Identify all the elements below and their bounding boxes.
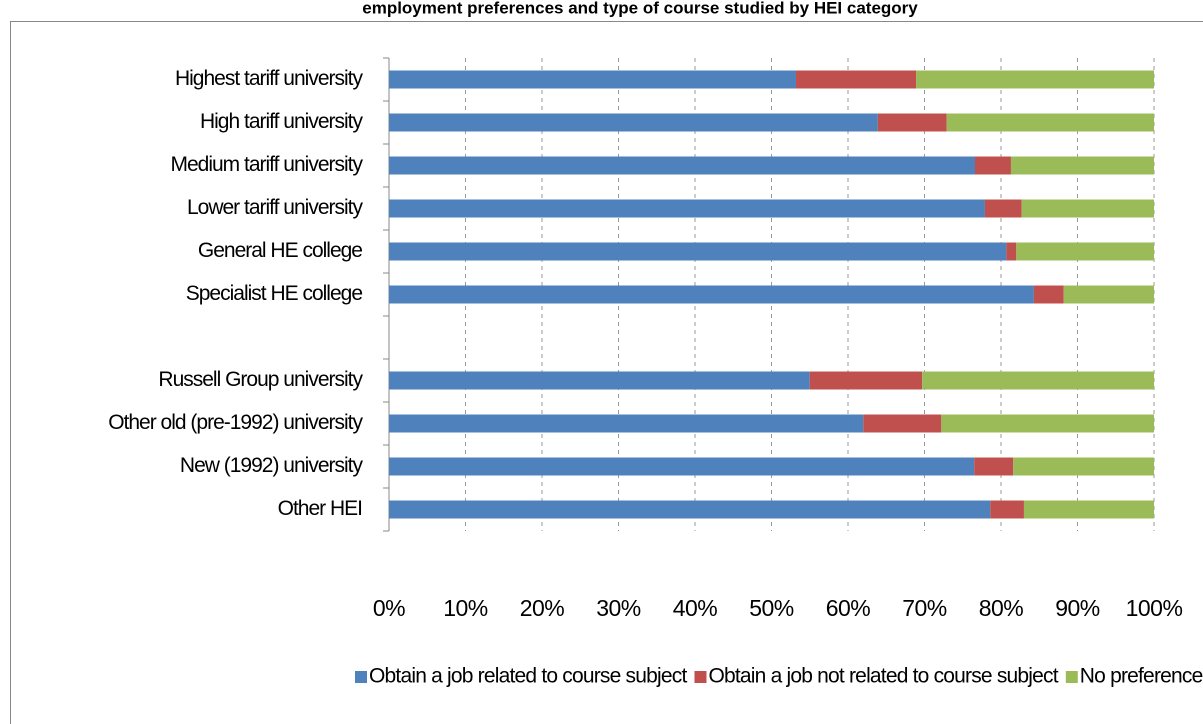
bar-segment bbox=[974, 156, 1011, 175]
bar-segment bbox=[1033, 285, 1064, 304]
bar-segment bbox=[809, 371, 923, 390]
bar-segment bbox=[974, 457, 1014, 476]
bar-segment bbox=[389, 113, 878, 132]
legend-label: No preference bbox=[1080, 665, 1203, 688]
bar-segment bbox=[389, 500, 991, 519]
bar-segment bbox=[389, 156, 975, 175]
bar-segment bbox=[877, 113, 947, 132]
y-tick-label: New (1992) university bbox=[180, 454, 364, 477]
bar-segment bbox=[389, 371, 810, 390]
x-tick-label: 10% bbox=[443, 595, 488, 621]
chart-title: employment preferences and type of cours… bbox=[362, 0, 918, 17]
bar-segment bbox=[1063, 285, 1154, 304]
bar-segment bbox=[946, 113, 1154, 132]
x-tick-label: 70% bbox=[902, 595, 947, 621]
x-tick-label: 0% bbox=[373, 595, 405, 621]
legend-label: Obtain a job related to course subject bbox=[369, 665, 687, 688]
bar-segment bbox=[984, 199, 1022, 218]
x-tick-label: 30% bbox=[596, 595, 641, 621]
bar-segment bbox=[916, 70, 1154, 89]
bar-segment bbox=[795, 70, 917, 89]
bar-segment bbox=[1010, 156, 1154, 175]
y-tick-label: Medium tariff university bbox=[170, 153, 363, 176]
y-tick-label: High tariff university bbox=[200, 110, 364, 133]
x-tick-label: 90% bbox=[1055, 595, 1100, 621]
legend-swatch bbox=[355, 671, 367, 683]
y-tick-label: Lower tariff university bbox=[187, 196, 364, 219]
bar-segment bbox=[1006, 242, 1017, 261]
bar-segment bbox=[389, 70, 796, 89]
y-tick-label: Other old (pre-1992) university bbox=[108, 411, 363, 434]
y-tick-label: Highest tariff university bbox=[175, 67, 364, 90]
bar-segment bbox=[863, 414, 942, 433]
bar-segment bbox=[941, 414, 1154, 433]
bar-segment bbox=[389, 457, 975, 476]
bar-segment bbox=[1023, 500, 1154, 519]
y-tick-label: General HE college bbox=[198, 239, 362, 262]
bar-segment bbox=[389, 285, 1034, 304]
legend-swatch bbox=[694, 671, 707, 683]
bar-segment bbox=[389, 199, 985, 218]
y-tick-label: Russell Group university bbox=[158, 368, 363, 391]
bar-segment bbox=[1021, 199, 1154, 218]
x-tick-label: 20% bbox=[520, 595, 565, 621]
legend-swatch bbox=[1065, 671, 1078, 683]
legend-label: Obtain a job not related to course subje… bbox=[708, 665, 1058, 688]
bar-segment bbox=[922, 371, 1154, 390]
x-tick-label: 50% bbox=[749, 595, 794, 621]
bar-segment bbox=[990, 500, 1024, 519]
bar-segment bbox=[1013, 457, 1154, 476]
x-tick-label: 100% bbox=[1126, 595, 1183, 621]
x-tick-label: 40% bbox=[673, 595, 718, 621]
bar-segment bbox=[1016, 242, 1154, 261]
bar-segment bbox=[389, 242, 1007, 261]
bar-segment bbox=[389, 414, 864, 433]
x-tick-label: 80% bbox=[979, 595, 1024, 621]
x-tick-label: 60% bbox=[826, 595, 871, 621]
y-tick-label: Specialist HE college bbox=[186, 282, 363, 305]
y-tick-label: Other HEI bbox=[278, 497, 362, 520]
